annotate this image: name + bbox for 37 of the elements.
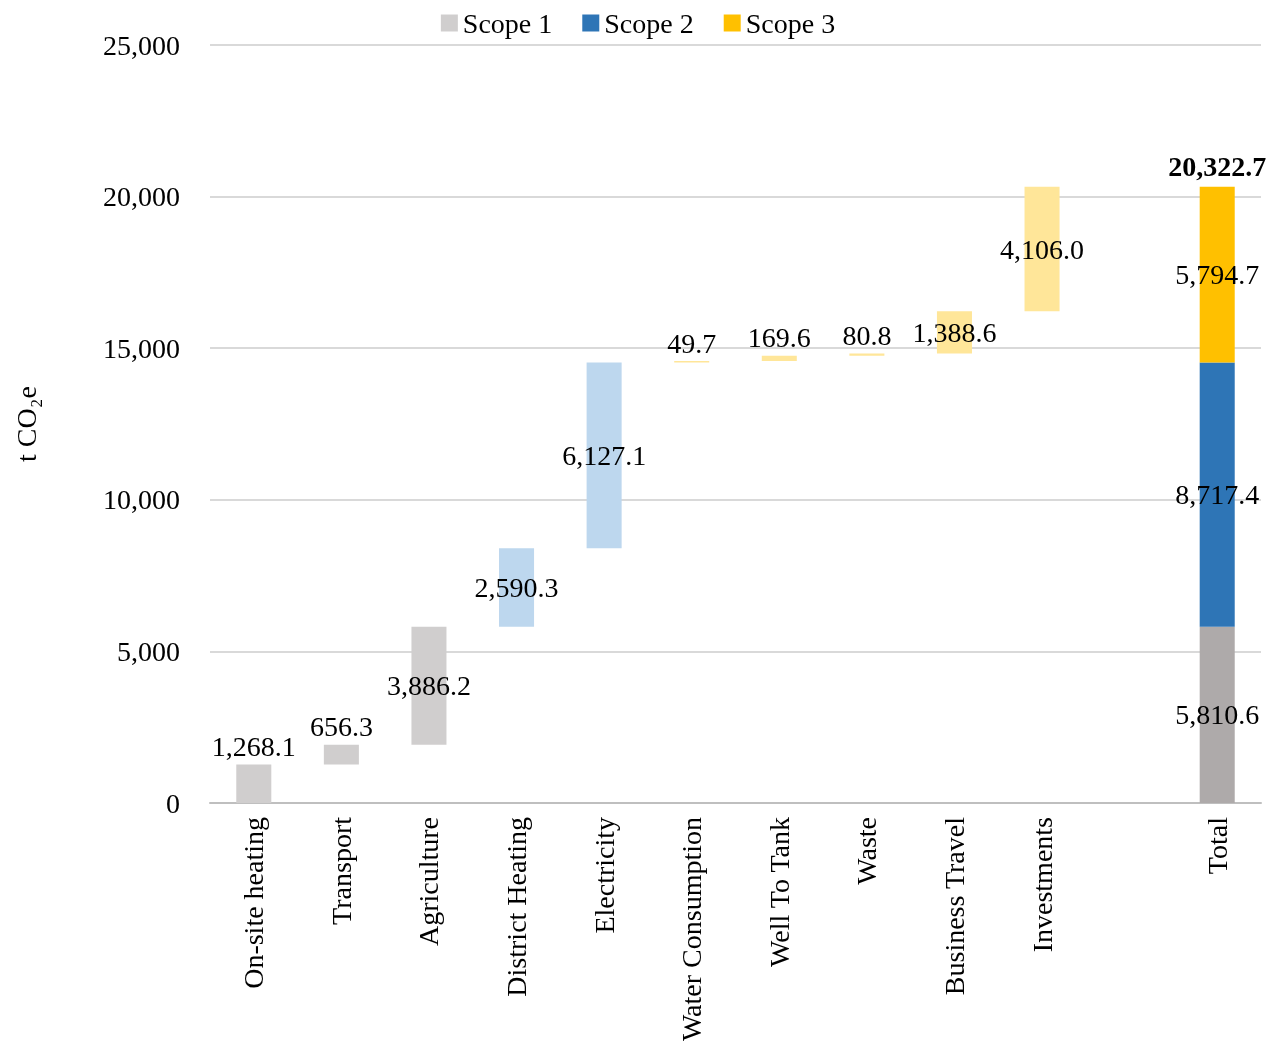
data-label: 5,810.6	[1175, 699, 1260, 731]
x-tick-label: Well To Tank	[763, 817, 795, 967]
x-tick-label: Electricity	[588, 817, 620, 934]
data-label: 49.7	[667, 327, 717, 359]
legend-label: Scope 1	[462, 7, 553, 39]
y-tick-label: 0	[166, 787, 180, 819]
y-tick-label: 20,000	[103, 181, 180, 213]
data-label: 1,268.1	[211, 731, 296, 763]
y-tick-label: 5,000	[117, 635, 180, 667]
data-label: 3,886.2	[386, 670, 471, 702]
y-axis-title: t CO₂e	[10, 386, 42, 462]
x-tick-label: Total	[1201, 816, 1233, 875]
data-label: 4,106.0	[1000, 233, 1085, 265]
x-tick-label: Agriculture	[413, 817, 445, 947]
data-label: 1,388.6	[912, 316, 997, 348]
y-tick-label: 10,000	[103, 484, 180, 516]
legend-label: Scope 3	[745, 7, 836, 39]
legend-label: Scope 2	[604, 7, 694, 39]
x-tick-label: Water Consumption	[676, 817, 708, 1042]
data-label: 656.3	[309, 711, 373, 743]
data-label: 6,127.1	[562, 439, 647, 471]
bar	[323, 744, 359, 765]
x-tick-label: Investments	[1026, 817, 1058, 953]
total-label: 20,322.7	[1168, 151, 1267, 183]
y-tick-label: 25,000	[103, 29, 180, 61]
x-tick-label: On-site heating	[238, 817, 270, 989]
data-label: 80.8	[842, 319, 892, 351]
bar	[761, 355, 797, 361]
x-tick-label: Business Travel	[938, 816, 970, 996]
bar	[849, 353, 885, 356]
x-tick-label: District Heating	[501, 817, 533, 997]
data-label: 2,590.3	[474, 572, 559, 604]
x-tick-label: Waste	[851, 817, 883, 885]
y-tick-label: 15,000	[103, 332, 180, 364]
data-label: 169.6	[747, 322, 811, 354]
x-tick-label: Transport	[325, 816, 357, 925]
bar	[236, 764, 272, 803]
